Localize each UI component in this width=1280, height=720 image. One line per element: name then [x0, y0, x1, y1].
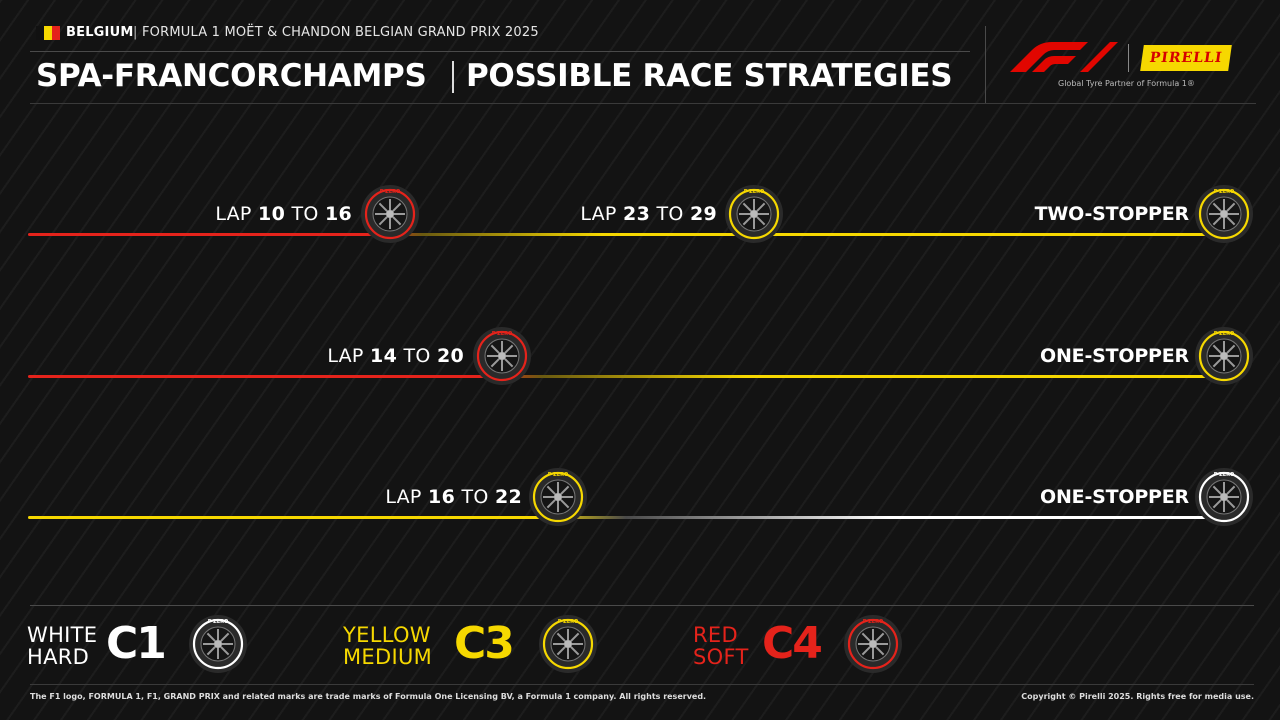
strategy-3-stint-line — [28, 516, 1224, 519]
svg-text:P ZERO: P ZERO — [744, 189, 765, 195]
header-divider — [30, 51, 970, 52]
strategy-2-name: ONE-STOPPER — [1040, 345, 1189, 367]
event-name: FORMULA 1 MOËT & CHANDON BELGIAN GRAND P… — [142, 25, 539, 40]
footer-divider — [30, 684, 1254, 685]
medium-tyre-icon: P ZERO — [528, 467, 588, 527]
svg-text:P ZERO: P ZERO — [380, 189, 401, 195]
legend-divider — [30, 605, 1254, 606]
header-separator: | — [133, 25, 138, 40]
tyre-graphic: P ZERO — [1195, 468, 1253, 526]
legend-soft-name: RED SOFT — [693, 623, 749, 669]
medium-tyre-icon: P ZERO — [1194, 326, 1254, 386]
svg-text:P ZERO: P ZERO — [863, 619, 884, 625]
svg-text:P ZERO: P ZERO — [1214, 189, 1235, 195]
flag-stripe-yellow — [44, 26, 52, 40]
legend-medium-code: C3 — [454, 618, 515, 669]
tyre-graphic: P ZERO — [361, 185, 419, 243]
strategy-2-stop-1-label: LAP 14 TO 20 — [327, 345, 464, 367]
svg-text:P ZERO: P ZERO — [492, 331, 513, 337]
medium-tyre-icon: P ZERO — [538, 614, 598, 674]
strategy-1-stint-line — [28, 233, 1224, 236]
tyre-graphic: P ZERO — [539, 615, 597, 673]
legend-medium-name: YELLOW MEDIUM — [343, 623, 433, 669]
tyre-graphic: P ZERO — [189, 615, 247, 673]
header-bottom-divider — [30, 103, 1256, 104]
tyre-graphic: P ZERO — [473, 327, 531, 385]
f1-logo — [1010, 42, 1118, 72]
strategy-3-name: ONE-STOPPER — [1040, 486, 1189, 508]
tyre-graphic: P ZERO — [725, 185, 783, 243]
tyre-graphic: P ZERO — [529, 468, 587, 526]
strategy-1-name: TWO-STOPPER — [1034, 203, 1190, 225]
soft-tyre-icon: P ZERO — [472, 326, 532, 386]
soft-tyre-icon: P ZERO — [843, 614, 903, 674]
flag-stripe-red — [52, 26, 60, 40]
hard-tyre-icon: P ZERO — [188, 614, 248, 674]
tyre-graphic: P ZERO — [1195, 327, 1253, 385]
tyre-graphic: P ZERO — [844, 615, 902, 673]
circuit-title: SPA-FRANCORCHAMPS — [36, 58, 427, 94]
strategy-2-stint-line — [28, 375, 1224, 378]
soft-tyre-icon: P ZERO — [360, 184, 420, 244]
trademark-notice: The F1 logo, FORMULA 1, F1, GRAND PRIX a… — [30, 692, 707, 701]
svg-text:P ZERO: P ZERO — [208, 619, 229, 625]
tyre-graphic: P ZERO — [1195, 185, 1253, 243]
svg-text:P ZERO: P ZERO — [548, 472, 569, 478]
legend-hard-code: C1 — [106, 618, 167, 669]
country-label: BELGIUM — [66, 25, 134, 40]
title-divider — [452, 61, 454, 93]
logo-divider — [1128, 44, 1129, 72]
legend-hard-name: WHITE HARD — [27, 623, 98, 669]
strategy-3-stop-1-label: LAP 16 TO 22 — [385, 486, 522, 508]
partner-tagline: Global Tyre Partner of Formula 1® — [1058, 79, 1195, 88]
strategy-1-stop-1-label: LAP 10 TO 16 — [215, 203, 352, 225]
logo-section-divider — [985, 26, 986, 104]
page-title: POSSIBLE RACE STRATEGIES — [466, 58, 953, 94]
belgium-flag-icon — [36, 26, 60, 40]
medium-tyre-icon: P ZERO — [1194, 184, 1254, 244]
copyright-notice: Copyright © Pirelli 2025. Rights free fo… — [1021, 692, 1254, 701]
svg-text:P ZERO: P ZERO — [558, 619, 579, 625]
flag-stripe-black — [36, 26, 44, 40]
hard-tyre-icon: P ZERO — [1194, 467, 1254, 527]
svg-text:P ZERO: P ZERO — [1214, 472, 1235, 478]
svg-text:P ZERO: P ZERO — [1214, 331, 1235, 337]
medium-tyre-icon: P ZERO — [724, 184, 784, 244]
legend-soft-code: C4 — [762, 618, 823, 669]
strategy-1-stop-2-label: LAP 23 TO 29 — [580, 203, 717, 225]
pirelli-logo: PIRELLI — [1140, 45, 1232, 71]
